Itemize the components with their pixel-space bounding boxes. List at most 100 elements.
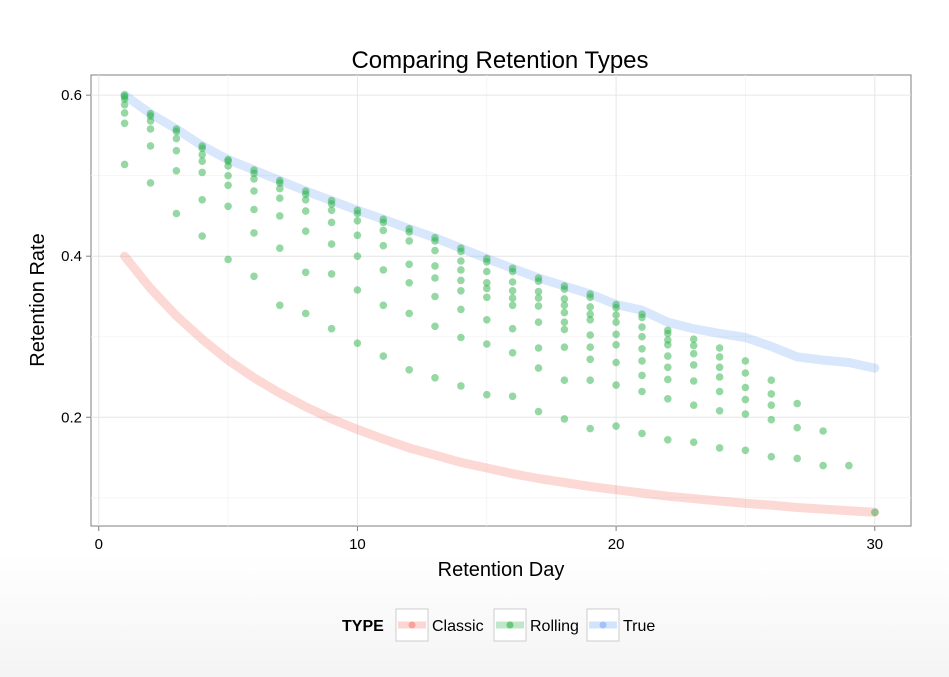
point-rolling — [689, 401, 698, 410]
point-rolling — [224, 255, 232, 264]
point-rolling — [767, 376, 776, 385]
point-rolling — [508, 392, 517, 401]
point-rolling — [224, 181, 232, 190]
point-rolling — [457, 276, 465, 285]
point-rolling — [457, 287, 465, 295]
point-rolling — [146, 117, 155, 125]
point-rolling — [431, 322, 439, 331]
point-rolling — [250, 272, 258, 281]
point-rolling — [664, 375, 672, 384]
point-rolling — [638, 371, 646, 380]
point-rolling — [198, 196, 206, 204]
point-rolling — [689, 377, 698, 385]
plot-panel — [90, 74, 912, 527]
point-rolling — [301, 207, 310, 215]
point-rolling — [534, 302, 543, 310]
point-rolling — [327, 206, 336, 215]
point-rolling — [353, 217, 362, 225]
point-rolling — [586, 293, 594, 302]
point-rolling — [250, 175, 258, 183]
point-rolling — [379, 241, 388, 250]
point-rolling — [431, 292, 439, 301]
point-rolling — [560, 301, 569, 310]
point-rolling — [586, 316, 594, 324]
legend-key-classic-dot — [408, 621, 416, 629]
point-rolling — [586, 331, 594, 339]
point-rolling — [405, 260, 414, 269]
point-rolling — [483, 390, 491, 399]
point-rolling — [198, 168, 206, 177]
point-rolling — [379, 301, 388, 310]
point-rolling — [534, 287, 543, 296]
point-rolling — [353, 286, 362, 294]
point-rolling — [379, 226, 388, 235]
point-rolling — [327, 324, 336, 333]
point-rolling — [457, 382, 465, 390]
x-tick-label: 10 — [349, 536, 366, 553]
point-rolling — [612, 330, 620, 339]
point-rolling — [534, 294, 543, 302]
point-rolling — [638, 332, 646, 341]
point-rolling — [457, 305, 465, 314]
point-rolling — [534, 277, 543, 286]
legend-label-classic: Classic — [432, 618, 484, 635]
point-rolling — [715, 363, 724, 372]
point-rolling — [172, 209, 181, 218]
point-rolling — [353, 231, 362, 240]
point-rolling — [224, 202, 232, 211]
point-rolling — [327, 240, 336, 248]
point-rolling — [483, 279, 491, 287]
point-rolling — [767, 401, 776, 410]
legend-key-rolling-dot — [506, 621, 514, 629]
point-rolling — [586, 376, 594, 385]
point-rolling — [638, 429, 646, 438]
point-rolling — [353, 252, 362, 260]
point-rolling — [483, 316, 491, 324]
point-rolling — [715, 344, 724, 352]
legend-entry-rolling: Rolling — [493, 608, 579, 642]
point-rolling — [534, 407, 543, 416]
y-tick-label: 0.6 — [61, 87, 82, 104]
point-rolling — [715, 444, 724, 452]
point-rolling — [560, 325, 569, 334]
y-tick-label: 0.2 — [61, 409, 82, 426]
point-rolling — [586, 355, 594, 364]
axes: 0 10 20 30 0.2 0.4 0.6 — [61, 87, 883, 553]
point-rolling — [741, 410, 750, 418]
point-rolling — [767, 415, 776, 424]
point-rolling — [534, 318, 543, 327]
legend-key-classic — [395, 608, 429, 642]
point-rolling — [560, 343, 569, 352]
point-rolling — [715, 387, 724, 396]
point-rolling — [457, 247, 465, 256]
point-rolling — [431, 246, 439, 255]
point-rolling — [793, 423, 801, 432]
point-rolling — [301, 196, 310, 204]
point-rolling — [379, 218, 388, 227]
y-axis-title: Retention Rate — [27, 233, 49, 366]
point-rolling — [431, 374, 439, 382]
point-rolling — [457, 266, 465, 274]
point-rolling — [819, 461, 827, 470]
point-rolling — [508, 324, 517, 333]
point-rolling — [276, 301, 284, 310]
point-rolling — [871, 508, 879, 517]
point-rolling — [586, 310, 594, 319]
legend-label-true: True — [623, 618, 655, 635]
point-rolling — [405, 228, 414, 236]
point-rolling — [379, 352, 388, 360]
point-rolling — [689, 335, 698, 344]
point-rolling — [327, 270, 336, 278]
point-rolling — [301, 309, 310, 318]
point-rolling — [276, 184, 284, 193]
legend-title: TYPE — [342, 618, 384, 635]
point-rolling — [845, 461, 853, 470]
point-rolling — [172, 127, 181, 136]
point-rolling — [379, 266, 388, 274]
point-rolling — [612, 358, 620, 367]
point-rolling — [353, 339, 362, 348]
point-rolling — [664, 341, 672, 349]
legend-label-rolling: Rolling — [530, 618, 579, 635]
point-rolling — [483, 267, 491, 276]
